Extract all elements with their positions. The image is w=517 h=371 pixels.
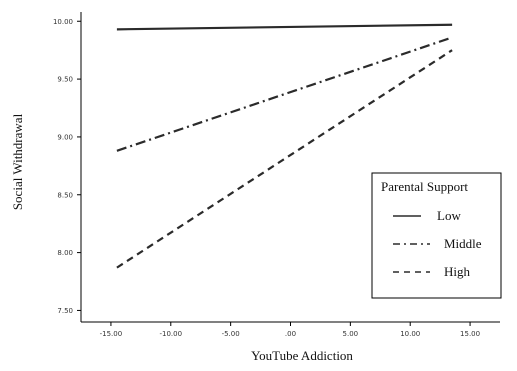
- y-tick-label: 9.50: [57, 76, 73, 84]
- chart-axes: -15.00 -10.00 -5.00 .00 5.00 10.00 15.00 7.50 8.…: [53, 12, 500, 338]
- y-axis-title: Social Withdrawal: [10, 113, 25, 210]
- x-tick-label: 5.00: [343, 330, 359, 338]
- legend-label-middle: Middle: [444, 236, 482, 251]
- x-axis-title: YouTube Addiction: [251, 348, 353, 363]
- x-tick-label: -5.00: [222, 330, 240, 338]
- x-tick-label: -10.00: [159, 330, 182, 338]
- legend-label-high: High: [444, 264, 471, 279]
- series-line-high: [116, 49, 453, 269]
- x-tick-label: 15.00: [460, 330, 480, 338]
- series-line-middle: [116, 36, 453, 152]
- legend: Parental Support Low Middle High: [371, 172, 502, 299]
- y-tick-label: 8.00: [57, 249, 73, 257]
- legend-box: [371, 172, 502, 299]
- y-tick-label: 9.00: [57, 133, 73, 141]
- x-tick-label: 10.00: [400, 330, 420, 338]
- y-tick-label: 10.00: [53, 18, 73, 26]
- series-line-low: [116, 23, 453, 31]
- legend-title: Parental Support: [381, 179, 468, 194]
- x-tick-label: -15.00: [100, 330, 123, 338]
- series-layer: [116, 23, 453, 269]
- y-tick-label: 7.50: [57, 307, 73, 315]
- legend-label-low: Low: [437, 208, 461, 223]
- y-tick-label: 8.50: [57, 191, 73, 199]
- x-tick-label: .00: [285, 330, 296, 338]
